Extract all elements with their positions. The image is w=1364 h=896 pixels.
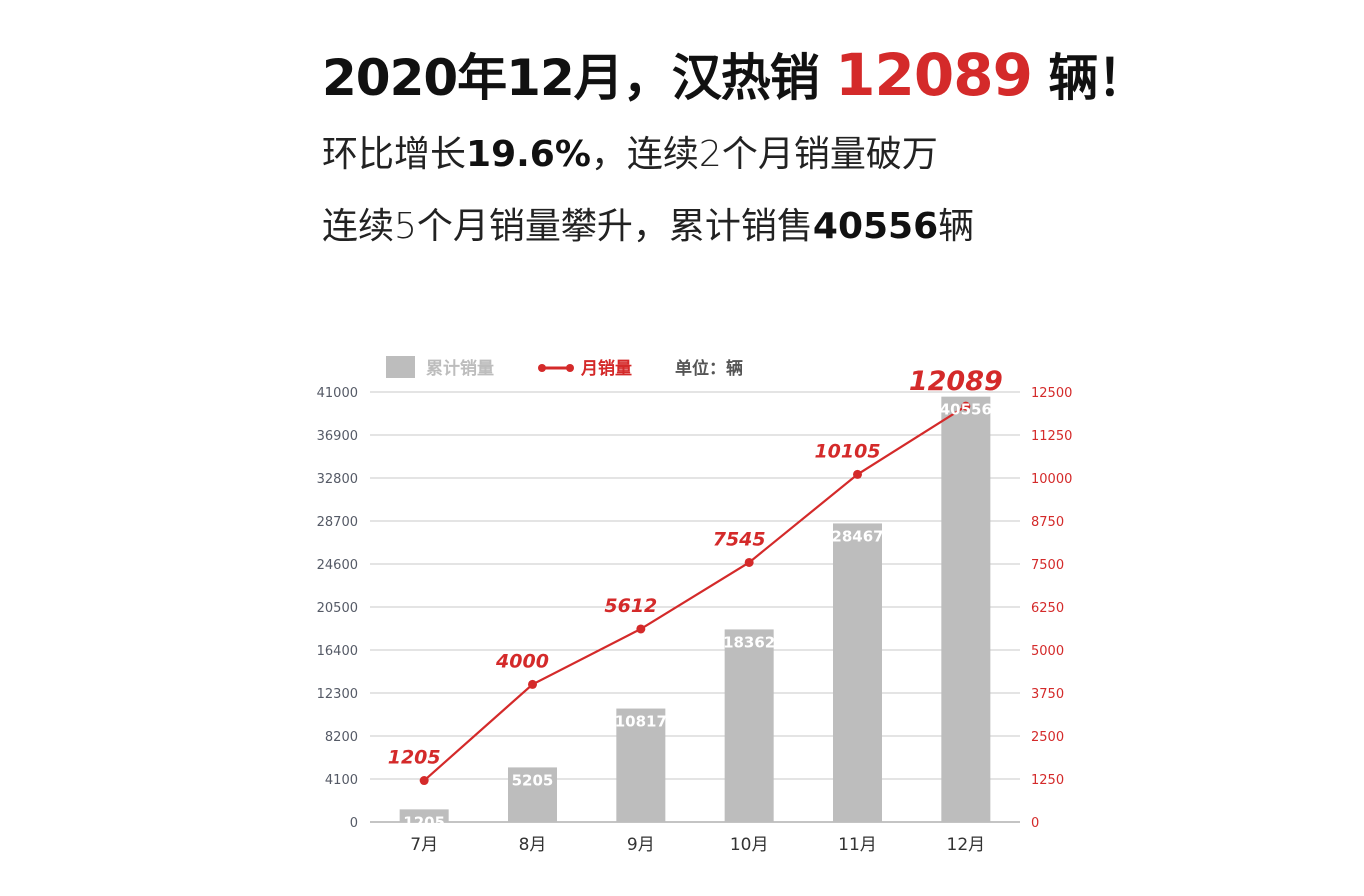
- page-title: 2020年12月，汉热销 12089 辆！: [322, 40, 1147, 113]
- y-right-tick-label: 0: [1031, 816, 1039, 831]
- y-left-tick-label: 8200: [325, 730, 358, 745]
- y-right-tick-label: 5000: [1031, 644, 1064, 659]
- y-left-tick-label: 36900: [317, 429, 358, 444]
- x-tick-label: 9月: [627, 835, 655, 855]
- monthly-sales-point: [419, 776, 429, 786]
- monthly-sales-label: 4000: [495, 650, 549, 672]
- monthly-sales-point: [528, 679, 537, 689]
- legend-swatch-cumulative: [386, 356, 415, 378]
- title-suffix: 辆！: [1048, 49, 1147, 107]
- cumulative-bar-label: 1205: [403, 813, 445, 831]
- cumulative-bar: [724, 629, 774, 822]
- unit-label: 单位：辆: [675, 358, 743, 379]
- legend-marker-monthly-right: [566, 364, 574, 372]
- y-right-tick-label: 12500: [1031, 386, 1072, 401]
- y-left-tick-label: 24600: [317, 558, 358, 573]
- y-right-tick-label: 7500: [1031, 558, 1064, 573]
- legend-label-cumulative: 累计销量: [426, 358, 494, 379]
- y-right-tick-label: 8750: [1031, 515, 1064, 530]
- y-left-tick-label: 41000: [317, 386, 358, 401]
- x-tick-label: 8月: [519, 835, 547, 855]
- cumulative-bar-label: 40556: [940, 401, 992, 419]
- y-right-tick-label: 1250: [1031, 773, 1064, 788]
- cumulative-bar: [508, 767, 557, 822]
- x-tick-label: 11月: [838, 835, 877, 855]
- monthly-sales-point: [744, 557, 754, 567]
- legend-label-monthly: 月销量: [580, 358, 632, 379]
- y-left-tick-label: 16400: [317, 644, 358, 659]
- cumulative-bar-label: 5205: [512, 771, 554, 789]
- monthly-sales-point: [961, 401, 971, 411]
- y-left-tick-label: 0: [350, 816, 358, 831]
- y-right-tick-label: 11250: [1031, 429, 1072, 444]
- y-right-tick-label: 3750: [1031, 687, 1064, 702]
- x-tick-label: 7月: [410, 835, 438, 855]
- y-right-tick-label: 10000: [1031, 472, 1072, 487]
- title-prefix: 2020年12月，汉热销: [322, 49, 820, 107]
- subtitle-2-total: 40556: [812, 206, 939, 247]
- subtitle-2-text-c: 辆: [938, 206, 975, 247]
- y-left-tick-label: 20500: [317, 601, 358, 616]
- monthly-sales-label: 7545: [713, 528, 766, 550]
- monthly-sales-label: 10105: [814, 440, 880, 462]
- monthly-sales-label: 12089: [909, 366, 1003, 397]
- subtitle-1-text-a: 环比增长: [322, 134, 467, 175]
- x-tick-label: 10月: [730, 835, 769, 855]
- subtitle-2-text-a: 连续5个月销量攀升，累计销售: [322, 206, 813, 247]
- subtitle-line-2: 连续5个月销量攀升，累计销售40556辆: [322, 202, 974, 252]
- monthly-sales-label: 5612: [604, 595, 657, 617]
- y-left-tick-label: 32800: [317, 472, 358, 487]
- monthly-sales-line: [423, 405, 967, 782]
- cumulative-bar-label: 28467: [831, 527, 883, 545]
- y-left-tick-label: 28700: [317, 515, 358, 530]
- y-right-tick-label: 2500: [1031, 730, 1064, 745]
- cumulative-bar: [616, 708, 666, 822]
- cumulative-bar: [833, 523, 882, 822]
- cumulative-bar: [399, 809, 449, 822]
- subtitle-line-1: 环比增长19.6%，连续2个月销量破万: [322, 130, 938, 180]
- cumulative-bar-label: 10817: [615, 713, 667, 731]
- monthly-sales-point: [853, 469, 862, 479]
- y-right-tick-label: 6250: [1031, 601, 1064, 616]
- subtitle-1-growth: 19.6%: [466, 134, 591, 175]
- x-tick-label: 12月: [947, 835, 986, 855]
- legend-marker-monthly-left: [538, 364, 546, 372]
- title-highlight-number: 12089: [835, 41, 1033, 109]
- y-left-tick-label: 12300: [317, 687, 358, 702]
- y-left-tick-label: 4100: [325, 773, 358, 788]
- cumulative-bar-label: 18362: [723, 633, 775, 651]
- cumulative-bar: [941, 396, 991, 822]
- subtitle-1-text-c: ，连续2个月销量破万: [590, 134, 938, 175]
- monthly-sales-point: [636, 624, 646, 634]
- monthly-sales-label: 1205: [388, 747, 441, 769]
